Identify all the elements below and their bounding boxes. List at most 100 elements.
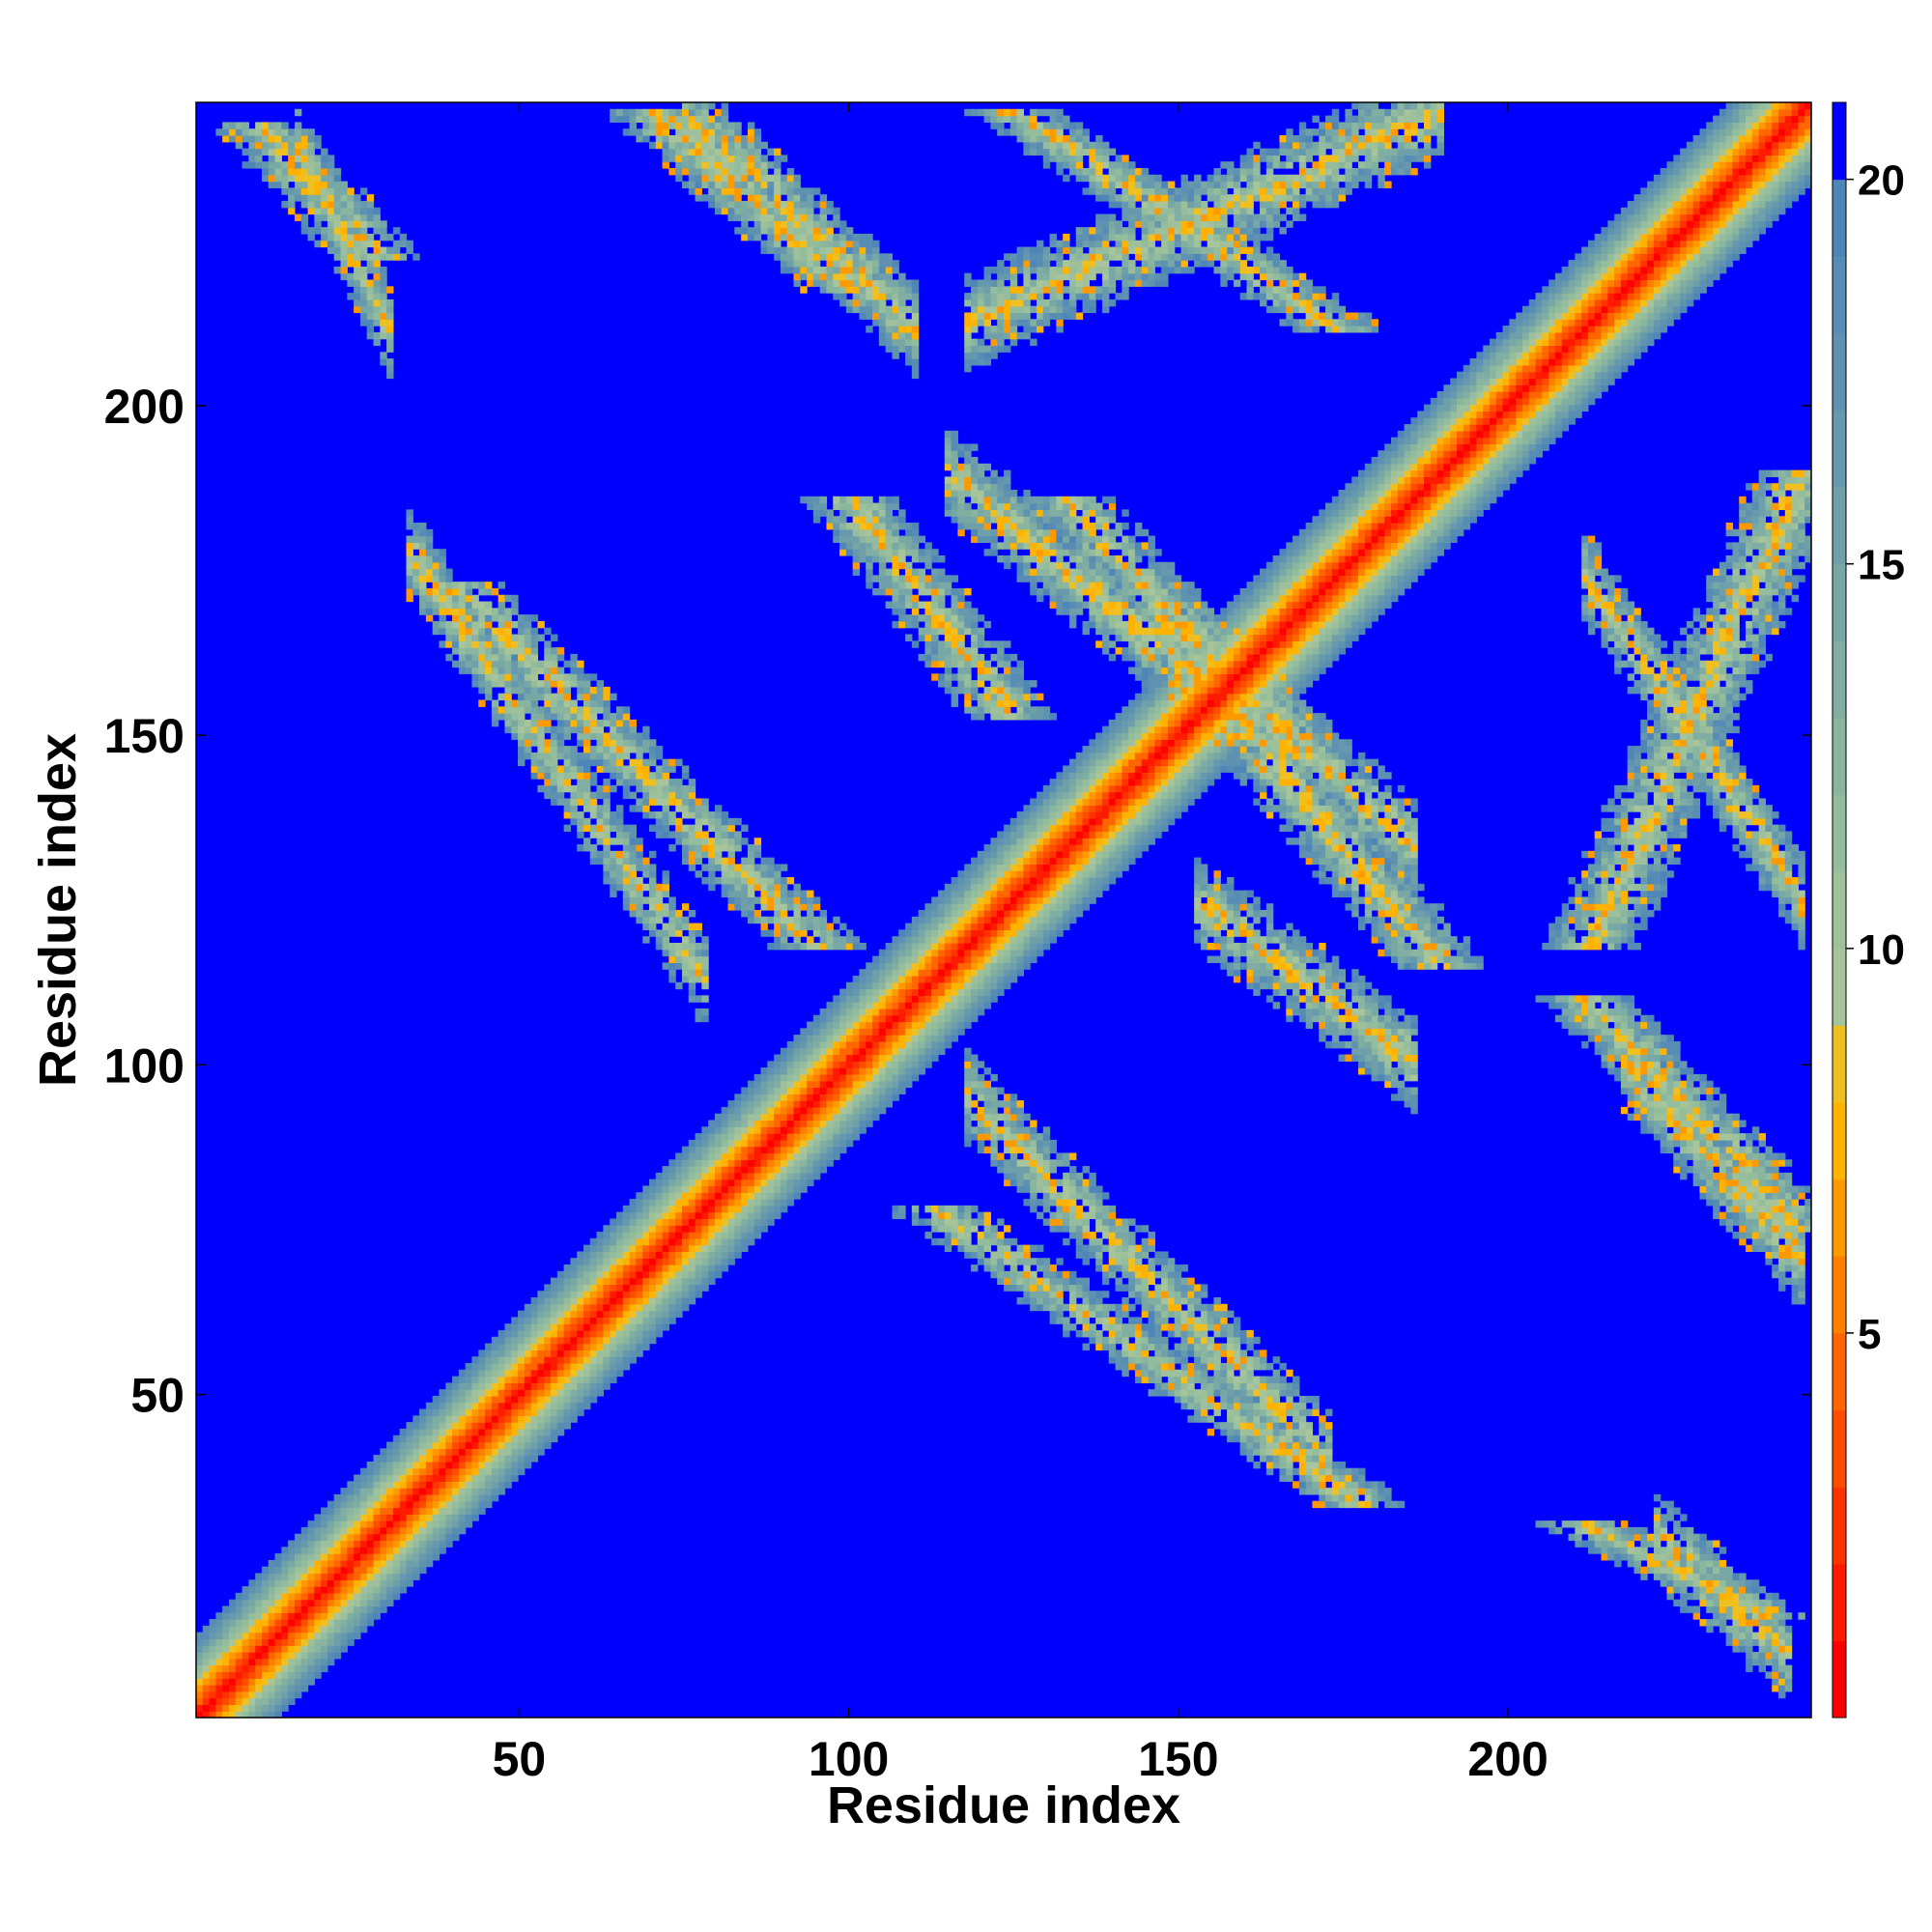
heatmap-cell bbox=[800, 1067, 808, 1075]
heatmap-cell bbox=[340, 1566, 348, 1575]
heatmap-cell bbox=[866, 1061, 873, 1068]
heatmap-cell bbox=[596, 1303, 604, 1312]
heatmap-cell bbox=[1680, 1526, 1688, 1535]
heatmap-cell bbox=[610, 1258, 617, 1265]
heatmap-cell bbox=[826, 1014, 834, 1023]
heatmap-cell bbox=[445, 1540, 453, 1548]
heatmap-cell bbox=[294, 1664, 302, 1673]
heatmap-cell bbox=[793, 1035, 801, 1042]
heatmap-cell bbox=[1108, 1350, 1117, 1357]
heatmap-cell bbox=[1325, 1488, 1333, 1495]
heatmap-cell bbox=[1378, 1067, 1385, 1075]
heatmap-cell bbox=[753, 1113, 762, 1122]
heatmap-cell bbox=[1338, 1488, 1347, 1495]
heatmap-cell bbox=[1030, 1139, 1037, 1148]
heatmap-cell bbox=[622, 1297, 631, 1305]
heatmap-cell bbox=[800, 1133, 808, 1141]
heatmap-cell bbox=[603, 1270, 611, 1279]
heatmap-cell bbox=[1187, 1402, 1195, 1410]
heatmap-cell bbox=[255, 1711, 263, 1719]
heatmap-cell bbox=[504, 1455, 512, 1463]
heatmap-cell bbox=[491, 1362, 499, 1371]
heatmap-cell bbox=[432, 1408, 440, 1416]
heatmap-cell bbox=[859, 1087, 867, 1094]
heatmap-cell bbox=[1647, 1047, 1655, 1056]
heatmap-cell bbox=[471, 1514, 479, 1521]
heatmap-cell bbox=[977, 981, 985, 990]
heatmap-cell bbox=[1594, 1547, 1603, 1554]
heatmap-cell bbox=[1391, 1054, 1399, 1062]
heatmap-cell bbox=[347, 1547, 355, 1554]
heatmap-cell bbox=[333, 1632, 342, 1640]
heatmap-cell bbox=[1640, 1573, 1648, 1580]
heatmap-cell bbox=[610, 1291, 617, 1298]
heatmap-cell bbox=[774, 1120, 781, 1127]
heatmap-cell bbox=[1260, 1389, 1267, 1397]
heatmap-cell bbox=[1154, 1350, 1162, 1357]
heatmap-cell bbox=[439, 1448, 446, 1456]
heatmap-cell bbox=[668, 1310, 676, 1318]
heatmap-cell bbox=[1746, 1586, 1753, 1594]
heatmap-cell bbox=[1739, 1232, 1747, 1239]
heatmap-cell bbox=[708, 1232, 716, 1239]
heatmap-cell bbox=[1134, 1297, 1143, 1305]
heatmap-cell bbox=[1713, 1139, 1720, 1148]
heatmap-cell bbox=[1666, 1100, 1674, 1108]
heatmap-cell bbox=[859, 1061, 867, 1068]
heatmap-cell bbox=[465, 1507, 473, 1515]
heatmap-cell bbox=[944, 1218, 952, 1226]
heatmap-cell bbox=[642, 1199, 650, 1207]
heatmap-cell bbox=[1207, 1343, 1215, 1350]
heatmap-cell bbox=[1154, 1251, 1162, 1259]
heatmap-cell bbox=[583, 1336, 591, 1345]
heatmap-cell bbox=[977, 1244, 985, 1253]
heatmap-cell bbox=[800, 1139, 808, 1148]
heatmap-cell bbox=[866, 1113, 873, 1122]
heatmap-cell bbox=[1653, 1133, 1662, 1141]
heatmap-cell bbox=[924, 1021, 932, 1029]
heatmap-cell bbox=[642, 1317, 650, 1324]
heatmap-cell bbox=[485, 1474, 493, 1482]
heatmap-cell bbox=[938, 1008, 946, 1016]
heatmap-cell bbox=[425, 1402, 434, 1410]
heatmap-cell bbox=[1298, 1488, 1307, 1495]
heatmap-cell bbox=[1660, 1566, 1668, 1575]
heatmap-cell bbox=[196, 1638, 204, 1646]
heatmap-cell bbox=[504, 1369, 512, 1378]
heatmap-cell bbox=[812, 1014, 821, 1023]
heatmap-cell bbox=[1134, 1270, 1143, 1279]
heatmap-cell bbox=[1246, 1329, 1254, 1338]
heatmap-cell bbox=[1699, 1540, 1707, 1548]
heatmap-cell bbox=[544, 1369, 552, 1378]
heatmap-cell bbox=[399, 1507, 408, 1515]
heatmap-cell bbox=[1233, 1336, 1241, 1345]
heatmap-cell bbox=[800, 1126, 808, 1134]
heatmap-cell bbox=[1627, 1054, 1635, 1062]
heatmap-cell bbox=[1167, 1362, 1176, 1371]
heatmap-cell bbox=[1345, 1040, 1352, 1049]
heatmap-cell bbox=[1063, 1284, 1070, 1292]
heatmap-cell bbox=[333, 1612, 342, 1620]
heatmap-cell bbox=[622, 1251, 631, 1259]
heatmap-cell bbox=[1049, 1297, 1057, 1305]
heatmap-cell bbox=[1627, 1002, 1635, 1009]
heatmap-cell bbox=[261, 1632, 270, 1640]
heatmap-cell bbox=[274, 1711, 282, 1719]
heatmap-cell bbox=[1378, 1488, 1385, 1495]
heatmap-cell bbox=[347, 1559, 355, 1568]
heatmap-cell bbox=[1042, 1277, 1051, 1286]
heatmap-cell bbox=[300, 1625, 309, 1634]
heatmap-cell bbox=[1115, 1356, 1122, 1364]
heatmap-cell bbox=[530, 1329, 539, 1338]
heatmap-cell bbox=[918, 1008, 926, 1016]
heatmap-cell bbox=[1161, 1343, 1169, 1350]
heatmap-cell bbox=[1791, 1277, 1800, 1286]
heatmap-cell bbox=[1719, 1159, 1727, 1167]
heatmap-cell bbox=[380, 1514, 387, 1521]
heatmap-cell bbox=[288, 1605, 296, 1613]
heatmap-cell bbox=[1548, 1002, 1556, 1009]
heatmap-cell bbox=[366, 1547, 375, 1554]
heatmap-cell bbox=[333, 1514, 342, 1521]
heatmap-cell bbox=[1765, 1152, 1773, 1160]
heatmap-cell bbox=[1194, 1402, 1202, 1410]
